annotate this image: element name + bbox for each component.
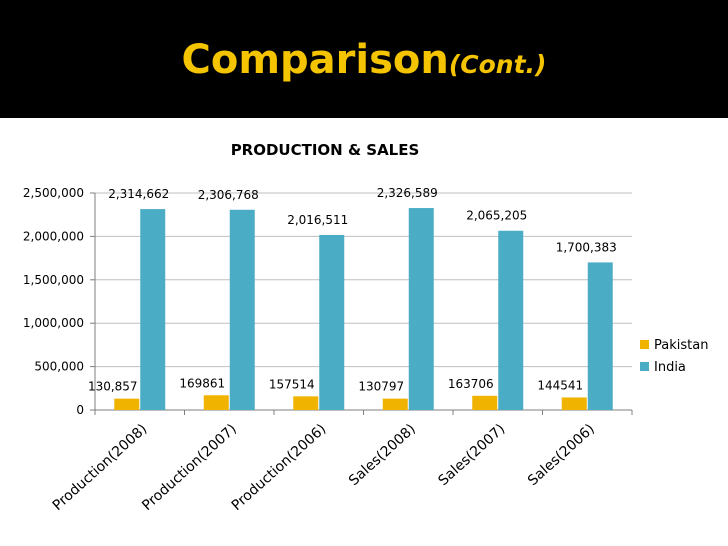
x-tick-label: Sales(2008) — [346, 421, 419, 489]
data-label-pakistan: 130797 — [358, 380, 404, 394]
data-label-pakistan: 130,857 — [88, 380, 138, 394]
slide-title: Comparison(Cont.) — [0, 36, 728, 89]
data-labels: 130,857 2,314,662 169861 2,306,768 157514 2,0… — [88, 186, 617, 394]
bar-india — [498, 230, 524, 410]
data-label-pakistan: 169861 — [179, 376, 225, 390]
y-tick-label: 2,000,000 — [23, 229, 84, 243]
legend: Pakistan India — [640, 338, 708, 375]
data-label-pakistan: 144541 — [537, 378, 583, 392]
data-label-india: 2,306,768 — [198, 188, 259, 202]
legend-label-pakistan: Pakistan — [654, 338, 708, 353]
y-tick-label: 2,500,000 — [23, 186, 84, 200]
chart-title: PRODUCTION & SALES — [231, 141, 420, 159]
x-tick-label: Production(2006) — [229, 421, 330, 514]
bar-pakistan — [114, 398, 140, 410]
bar-india — [408, 208, 434, 410]
y-tick-label: 1,500,000 — [23, 273, 84, 287]
production-sales-chart: PRODUCTION & SALES 0 500,000 1,000,000 1,50… — [23, 141, 709, 514]
gridlines — [90, 192, 633, 415]
bar-pakistan — [293, 396, 319, 410]
data-label-india: 2,016,511 — [287, 213, 348, 227]
y-tick-label: 1,000,000 — [23, 316, 84, 330]
slide-header — [0, 0, 728, 118]
bar-india — [229, 209, 255, 410]
data-label-india: 2,065,205 — [466, 209, 527, 223]
data-label-india: 2,326,589 — [377, 186, 438, 200]
bar-india — [319, 234, 345, 410]
bar-india — [587, 262, 613, 410]
data-label-india: 1,700,383 — [556, 240, 617, 254]
data-label-pakistan: 157514 — [269, 377, 315, 391]
slide-title-sub: (Cont.) — [448, 50, 547, 79]
y-axis-ticks: 0 500,000 1,000,000 1,500,000 2,000,000 2,500… — [23, 186, 84, 417]
x-tick-label: Production(2008) — [50, 421, 151, 514]
slide-title-main: Comparison — [181, 37, 449, 83]
data-label-india: 2,314,662 — [108, 187, 169, 201]
bar-pakistan — [203, 395, 229, 410]
legend-label-india: India — [654, 360, 686, 375]
x-tick-label: Production(2007) — [139, 421, 240, 514]
bars — [114, 208, 613, 410]
y-tick-label: 500,000 — [34, 360, 84, 374]
x-tick-label: Sales(2007) — [435, 421, 508, 489]
bar-pakistan — [472, 395, 498, 410]
bar-pakistan — [561, 397, 587, 410]
data-label-pakistan: 163706 — [448, 377, 494, 391]
x-tick-label: Sales(2006) — [525, 421, 598, 489]
y-tick-label: 0 — [76, 403, 84, 417]
x-axis-ticks: Production(2008)Production(2007)Producti… — [50, 421, 598, 514]
bar-india — [140, 209, 166, 410]
legend-swatch-india — [640, 362, 649, 371]
legend-swatch-pakistan — [640, 340, 649, 349]
bar-pakistan — [382, 398, 408, 410]
